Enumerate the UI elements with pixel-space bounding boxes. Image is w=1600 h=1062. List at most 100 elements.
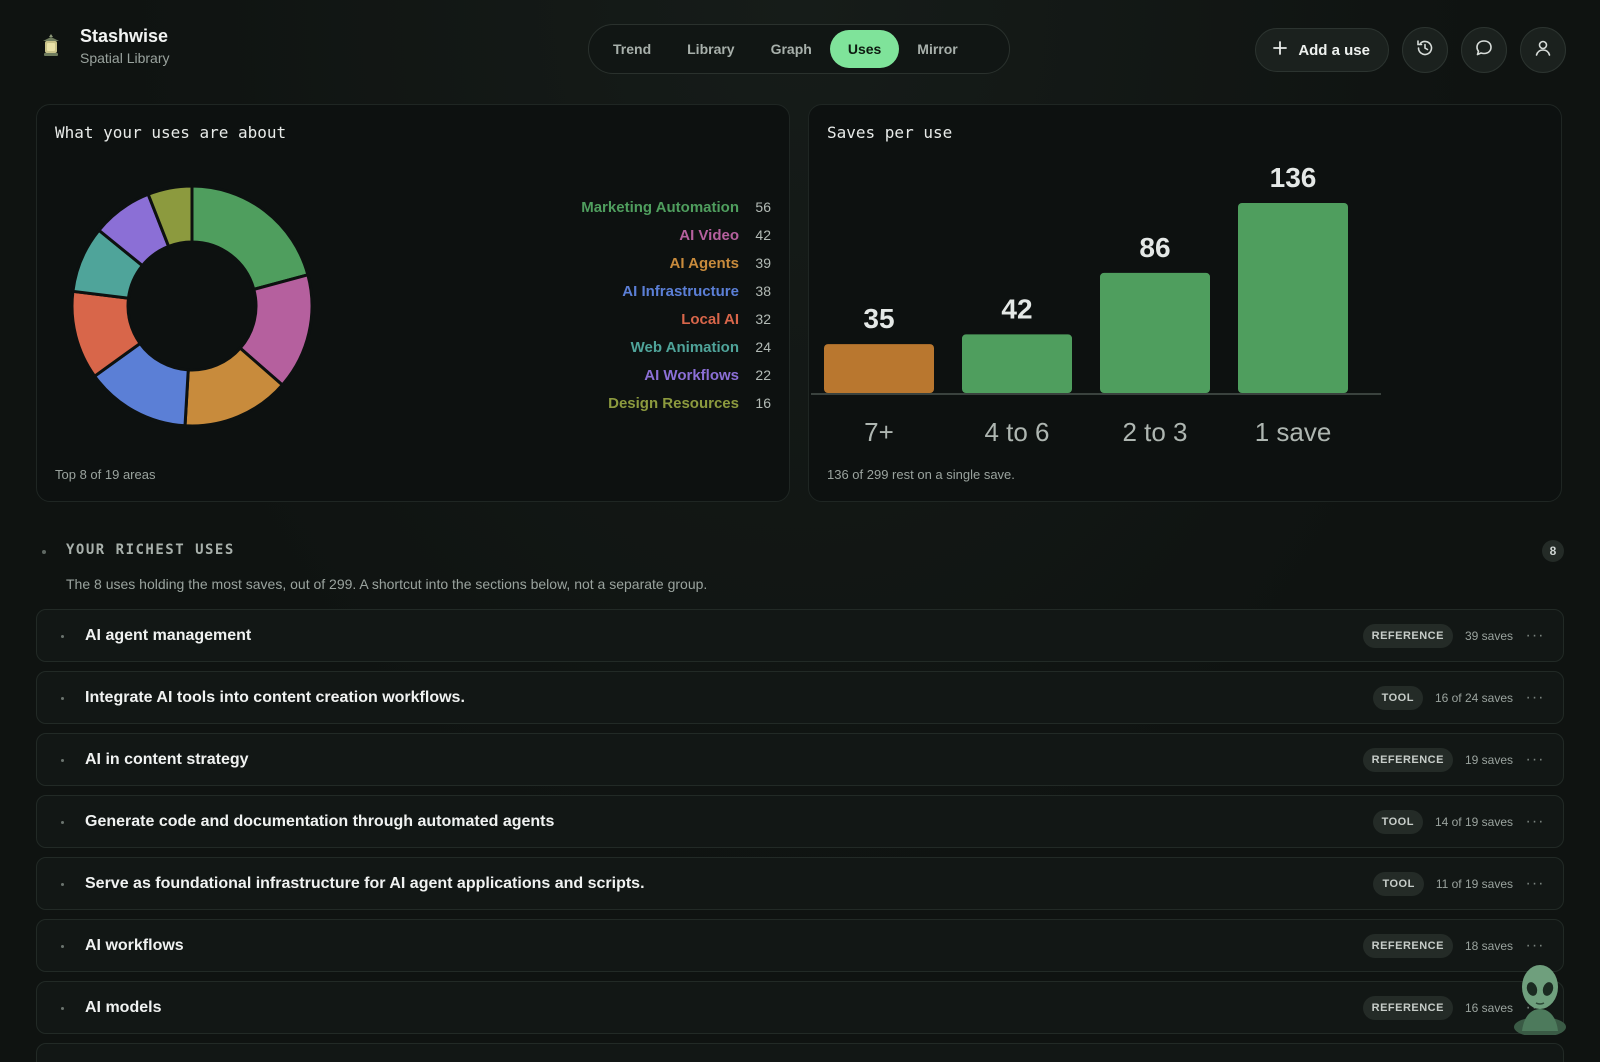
legend-item[interactable]: Design Resources 16 [581, 389, 771, 417]
bar[interactable] [962, 334, 1072, 393]
x-tick-label: 7+ [864, 417, 894, 447]
x-tick-label: 2 to 3 [1122, 417, 1187, 447]
richest-uses-header[interactable]: YOUR RICHEST USES 8 [36, 540, 1564, 564]
use-row[interactable]: Integrate AI tools into content creation… [36, 671, 1564, 724]
more-options-icon[interactable]: ··· [1525, 626, 1545, 644]
use-row[interactable]: AI models REFERENCE 16 saves ··· [36, 981, 1564, 1034]
legend-item[interactable]: Local AI 32 [581, 305, 771, 333]
use-row[interactable]: AI agent management REFERENCE 39 saves ·… [36, 609, 1564, 662]
use-type-badge: REFERENCE [1362, 623, 1453, 648]
history-button[interactable] [1402, 27, 1448, 73]
bar[interactable] [1100, 272, 1210, 393]
use-row[interactable]: Generate code and documentation through … [36, 795, 1564, 848]
row-bullet-icon [61, 697, 64, 700]
use-saves-count: 11 of 19 saves [1435, 876, 1513, 891]
use-title: AI workflows [85, 936, 184, 954]
history-icon [1415, 38, 1435, 63]
use-saves-count: 16 of 24 saves [1434, 690, 1513, 705]
section-title: YOUR RICHEST USES [66, 542, 235, 558]
row-bullet-icon [61, 1007, 64, 1010]
legend-label: Web Animation [630, 338, 739, 356]
add-use-label: Add a use [1298, 41, 1370, 59]
row-bullet-icon [61, 945, 64, 948]
legend-item[interactable]: AI Agents 39 [581, 249, 771, 277]
topics-legend: Marketing Automation 56 AI Video 42 AI Agent… [581, 193, 771, 417]
topics-card-title: What your uses are about [55, 123, 287, 142]
alien-assistant-avatar[interactable] [1508, 961, 1572, 1040]
row-bullet-icon [61, 883, 64, 886]
collapse-bullet-icon [42, 550, 46, 554]
more-options-icon[interactable]: ··· [1525, 936, 1545, 954]
legend-label: Local AI [681, 310, 739, 328]
lantern-logo-icon [36, 31, 66, 61]
tab-trend[interactable]: Trend [613, 41, 652, 57]
use-type-badge: REFERENCE [1362, 747, 1453, 772]
more-options-icon[interactable]: ··· [1525, 874, 1545, 892]
use-title: Integrate AI tools into content creation… [85, 688, 465, 706]
app-name: Stashwise [80, 26, 169, 46]
legend-count: 38 [755, 283, 771, 299]
legend-count: 32 [755, 311, 771, 327]
legend-label: AI Infrastructure [622, 282, 739, 300]
use-title: Serve as foundational infrastructure for… [85, 874, 645, 892]
tab-graph[interactable]: Graph [770, 41, 812, 57]
use-type-badge: TOOL [1372, 685, 1423, 710]
use-type-badge: REFERENCE [1362, 995, 1453, 1020]
section-count-badge: 8 [1542, 540, 1564, 562]
legend-item[interactable]: AI Workflows 22 [581, 361, 771, 389]
use-saves-count: 39 saves [1464, 628, 1513, 643]
legend-count: 42 [755, 227, 771, 243]
more-options-icon[interactable]: ··· [1525, 688, 1545, 706]
use-title: Generate code and documentation through … [85, 812, 555, 830]
use-row[interactable]: Serve as foundational infrastructure for… [36, 857, 1564, 910]
legend-item[interactable]: AI Infrastructure 38 [581, 277, 771, 305]
use-row-partial[interactable] [36, 1043, 1564, 1062]
tab-mirror[interactable]: Mirror [917, 41, 958, 57]
row-bullet-icon [61, 759, 64, 762]
use-type-badge: TOOL [1372, 809, 1423, 834]
legend-item[interactable]: Web Animation 24 [581, 333, 771, 361]
topics-donut-chart [70, 184, 314, 428]
saves-bar-chart: 35 7+ 42 4 to 6 86 2 to 3 136 1 save [811, 162, 1381, 447]
section-description: The 8 uses holding the most saves, out o… [66, 576, 708, 592]
legend-label: AI Video [679, 226, 739, 244]
chat-button[interactable] [1461, 27, 1507, 73]
more-options-icon[interactable]: ··· [1525, 812, 1545, 830]
add-use-button[interactable]: Add a use [1255, 28, 1389, 72]
legend-label: AI Agents [669, 254, 739, 272]
legend-label: AI Workflows [644, 366, 739, 384]
legend-count: 22 [755, 367, 771, 383]
legend-label: Marketing Automation [581, 198, 739, 216]
bar-value-label: 35 [863, 303, 894, 334]
x-tick-label: 4 to 6 [984, 417, 1049, 447]
use-title: AI models [85, 998, 162, 1016]
use-saves-count: 14 of 19 saves [1434, 814, 1513, 829]
use-row[interactable]: AI workflows REFERENCE 18 saves ··· [36, 919, 1564, 972]
chat-bubble-icon [1474, 38, 1494, 63]
row-bullet-icon [61, 635, 64, 638]
donut-slice[interactable] [190, 184, 310, 292]
topics-card-footer: Top 8 of 19 areas [55, 467, 156, 482]
tab-uses[interactable]: Uses [829, 30, 900, 68]
legend-count: 16 [755, 395, 771, 411]
use-saves-count: 19 saves [1464, 752, 1513, 767]
profile-button[interactable] [1520, 27, 1566, 73]
legend-item[interactable]: AI Video 42 [581, 221, 771, 249]
bar[interactable] [824, 344, 934, 393]
bar-value-label: 136 [1270, 162, 1317, 193]
legend-count: 24 [755, 339, 771, 355]
use-saves-count: 16 saves [1464, 1000, 1513, 1015]
use-saves-count: 18 saves [1464, 938, 1513, 953]
header-actions: Add a use [1255, 27, 1566, 73]
donut-slice[interactable] [146, 184, 194, 249]
more-options-icon[interactable]: ··· [1525, 750, 1545, 768]
legend-item[interactable]: Marketing Automation 56 [581, 193, 771, 221]
tab-library[interactable]: Library [687, 41, 735, 57]
brand[interactable]: Stashwise Spatial Library [36, 26, 170, 66]
use-row[interactable]: AI in content strategy REFERENCE 19 save… [36, 733, 1564, 786]
view-tabs: Trend Library Graph Uses Mirror [588, 24, 1010, 74]
bar[interactable] [1238, 203, 1348, 393]
saves-card-footer: 136 of 299 rest on a single save. [827, 467, 1015, 482]
bar-value-label: 42 [1001, 293, 1032, 324]
